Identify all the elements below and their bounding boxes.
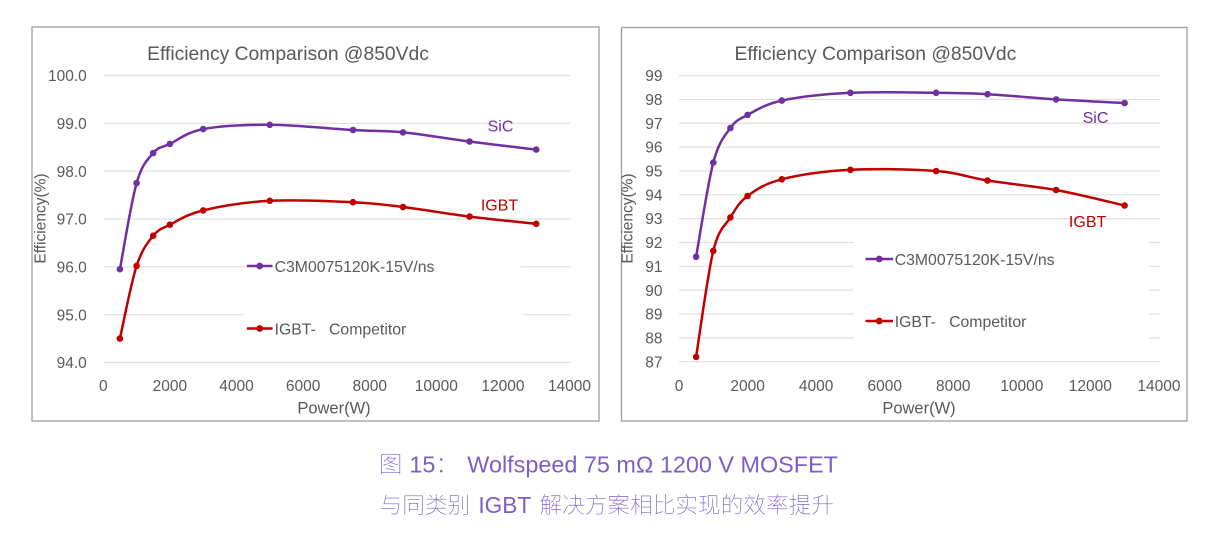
svg-text:94.0: 94.0	[57, 355, 88, 372]
svg-text:14000: 14000	[548, 378, 591, 395]
svg-text:98.0: 98.0	[57, 164, 88, 181]
svg-text:95: 95	[645, 164, 662, 181]
svg-text:0: 0	[99, 378, 108, 395]
svg-text:4000: 4000	[219, 378, 254, 395]
svg-text:SiC: SiC	[1083, 110, 1109, 127]
svg-text:8000: 8000	[936, 378, 971, 395]
svg-text:15: 15	[409, 452, 435, 478]
svg-text:IGBT- Competitor: IGBT- Competitor	[895, 314, 1027, 331]
svg-text:14000: 14000	[1137, 378, 1180, 395]
svg-text:93: 93	[645, 211, 662, 228]
svg-text:12000: 12000	[481, 378, 524, 395]
svg-text:96.0: 96.0	[57, 259, 88, 276]
svg-text:87: 87	[645, 354, 662, 371]
svg-text:Wolfspeed 75 mΩ 1200 V MOSFET: Wolfspeed 75 mΩ 1200 V MOSFET	[467, 452, 838, 478]
svg-text:90: 90	[645, 283, 663, 300]
svg-text:10000: 10000	[415, 378, 458, 395]
svg-text:IGBT: IGBT	[1069, 214, 1107, 231]
svg-text:SiC: SiC	[488, 119, 514, 136]
svg-text:8000: 8000	[352, 378, 387, 395]
svg-text:99: 99	[645, 68, 662, 85]
svg-text:88: 88	[645, 330, 662, 347]
svg-text:0: 0	[675, 378, 684, 395]
svg-text:12000: 12000	[1069, 378, 1112, 395]
svg-text:91: 91	[645, 259, 662, 276]
svg-text:Efficiency(%): Efficiency(%)	[33, 173, 50, 263]
svg-text:97: 97	[645, 116, 662, 133]
svg-text:10000: 10000	[1000, 378, 1043, 395]
svg-text:C3M0075120K-15V/ns: C3M0075120K-15V/ns	[895, 252, 1055, 269]
svg-text:Efficiency(%): Efficiency(%)	[620, 173, 637, 263]
svg-text:6000: 6000	[286, 378, 321, 395]
svg-text:2000: 2000	[153, 378, 188, 395]
svg-text:100.0: 100.0	[48, 68, 87, 85]
svg-text:Efficiency Comparison @850Vdc: Efficiency Comparison @850Vdc	[735, 44, 1017, 65]
svg-text:92: 92	[645, 235, 662, 252]
svg-text:IGBT- Competitor: IGBT- Competitor	[275, 322, 407, 339]
svg-text:Power(W): Power(W)	[882, 400, 955, 418]
svg-text:94: 94	[645, 187, 663, 204]
svg-text:4000: 4000	[799, 378, 834, 395]
svg-text:97.0: 97.0	[57, 212, 88, 229]
svg-text:Efficiency Comparison @850Vdc: Efficiency Comparison @850Vdc	[147, 44, 429, 65]
svg-text:6000: 6000	[867, 378, 902, 395]
svg-text:96: 96	[645, 140, 662, 157]
svg-text:IGBT: IGBT	[481, 198, 519, 215]
svg-text:99.0: 99.0	[57, 116, 88, 133]
svg-text:95.0: 95.0	[57, 307, 88, 324]
svg-text:Power(W): Power(W)	[297, 400, 370, 418]
svg-text:C3M0075120K-15V/ns: C3M0075120K-15V/ns	[275, 259, 435, 276]
svg-text:2000: 2000	[730, 378, 765, 395]
svg-text:98: 98	[645, 92, 662, 109]
svg-text:89: 89	[645, 307, 662, 324]
svg-text:IGBT: IGBT	[478, 492, 531, 518]
